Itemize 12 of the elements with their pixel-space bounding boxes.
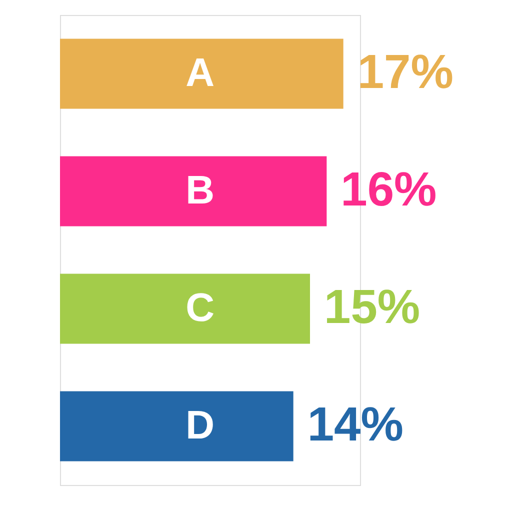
data-label: 14% bbox=[307, 398, 404, 452]
bar bbox=[60, 38, 344, 109]
y-tick-label: B bbox=[186, 168, 214, 212]
data-label: 17% bbox=[357, 46, 454, 99]
bar bbox=[60, 274, 310, 344]
bar bbox=[60, 156, 327, 226]
y-tick-label: D bbox=[186, 403, 214, 448]
data-label: 16% bbox=[340, 163, 437, 216]
y-tick-label: C bbox=[186, 286, 214, 330]
y-tick-label: A bbox=[186, 50, 214, 95]
bar bbox=[60, 391, 294, 462]
data-label: 15% bbox=[324, 280, 420, 334]
